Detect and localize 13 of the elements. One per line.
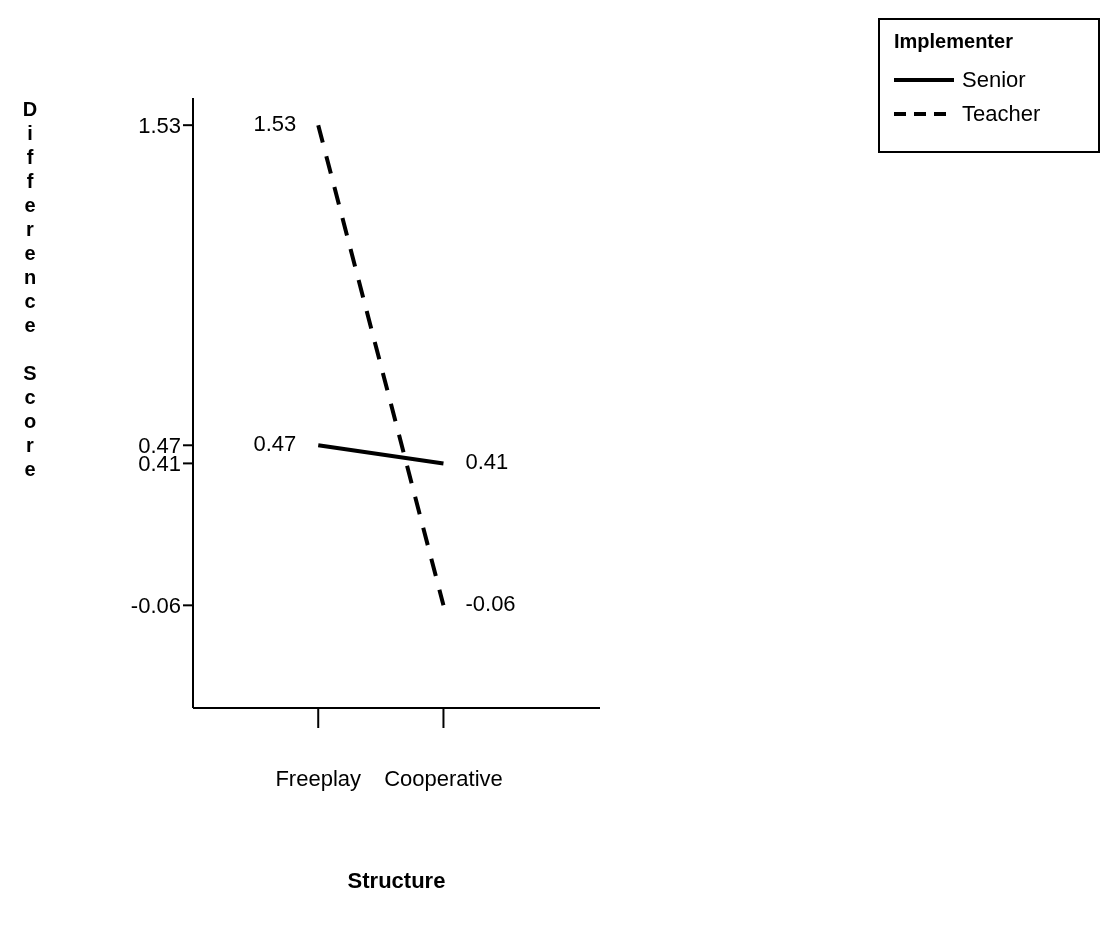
data-label: 0.47 <box>253 431 297 457</box>
x-tick-label: Freeplay <box>275 765 362 791</box>
data-label: 1.53 <box>253 111 297 137</box>
y-tick-label: -0.06 <box>130 593 181 619</box>
y-tick-label: 1.53 <box>138 112 181 138</box>
legend-title: Implementer <box>894 30 1014 53</box>
x-tick-label: Cooperative <box>384 765 503 791</box>
x-axis-title: Structure <box>347 868 446 893</box>
data-label: -0.06 <box>465 591 516 617</box>
data-label: 0.41 <box>465 449 509 475</box>
y-axis-title: Difference Score <box>19 98 41 482</box>
legend-label: Senior <box>962 67 1026 93</box>
legend-label: Teacher <box>962 101 1041 127</box>
